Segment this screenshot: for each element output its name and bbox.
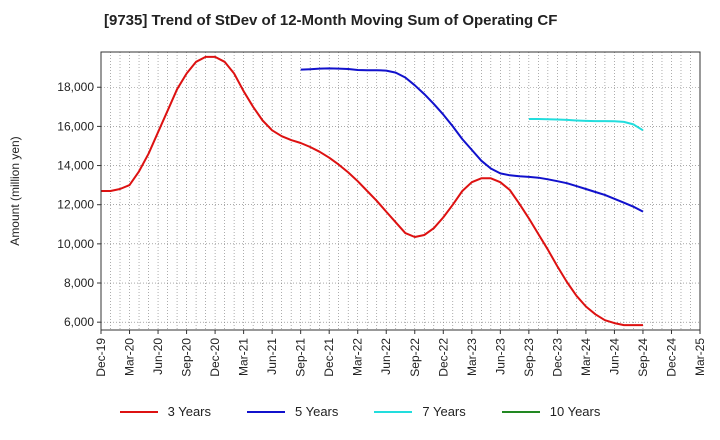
- series-lines: [101, 55, 644, 327]
- x-tick-label: Sep-23: [522, 338, 536, 377]
- x-tick-label: Dec-20: [208, 338, 222, 377]
- y-tick-label: 8,000: [64, 276, 94, 290]
- legend-item: 7 Years: [374, 404, 466, 419]
- x-tick-label: Jun-21: [265, 338, 279, 375]
- legend-swatch: [247, 410, 285, 413]
- legend-item: 3 Years: [119, 404, 211, 419]
- x-tick-label: Jun-22: [379, 338, 393, 375]
- y-tick-label: 12,000: [57, 198, 94, 212]
- y-tick-label: 6,000: [64, 315, 94, 329]
- legend-label: 5 Years: [295, 404, 339, 419]
- plot-frame: [100, 51, 701, 331]
- x-tick-label: Sep-24: [636, 338, 650, 377]
- legend-item: 10 Years: [501, 404, 601, 419]
- y-tick-label: 18,000: [57, 80, 94, 94]
- grid: [100, 52, 701, 330]
- x-tick-label: Dec-19: [94, 338, 108, 377]
- x-tick-label: Mar-22: [351, 338, 365, 376]
- y-tick-label: 16,000: [57, 119, 94, 133]
- axes: 6,000 8,000 10,000 12,000 14,000 16,000 18,000…: [57, 51, 707, 377]
- chart-title: [9735] Trend of StDev of 12-Month Moving…: [104, 12, 558, 29]
- x-tick-label: Mar-20: [123, 338, 137, 376]
- series-line-7-years: [528, 118, 644, 132]
- x-tick-label: Sep-20: [180, 338, 194, 377]
- x-tick-label: Sep-21: [294, 338, 308, 377]
- x-tick-label: Mar-25: [693, 338, 707, 376]
- x-tick-label: Dec-24: [664, 338, 678, 377]
- series-line-3-years: [101, 55, 643, 327]
- x-tick-label: Dec-21: [322, 338, 336, 377]
- x-tick-label: Sep-22: [408, 338, 422, 377]
- legend-item: 5 Years: [247, 404, 338, 419]
- legend-label: 10 Years: [549, 404, 601, 419]
- legend-swatch: [374, 410, 413, 413]
- x-tick-label: Dec-23: [550, 338, 564, 377]
- y-tick-label: 14,000: [57, 159, 94, 173]
- x-tick-label: Jun-20: [151, 338, 165, 375]
- y-axis-label: Amount (million yen): [8, 136, 22, 245]
- legend-label: 7 Years: [422, 404, 466, 419]
- x-tick-label: Dec-22: [436, 338, 450, 377]
- x-tick-label: Mar-24: [579, 338, 593, 376]
- series-line-5-years: [300, 67, 644, 213]
- legend-label: 3 Years: [167, 404, 211, 419]
- x-tick-label: Jun-24: [607, 338, 621, 375]
- x-tick-label: Mar-23: [465, 338, 479, 376]
- x-tick-label: Mar-21: [237, 338, 251, 376]
- y-tick-label: 10,000: [57, 237, 94, 251]
- legend: 3 Years 5 Years 7 Years 10 Years: [0, 404, 720, 419]
- legend-swatch: [119, 410, 158, 413]
- legend-swatch: [501, 410, 540, 413]
- x-tick-label: Jun-23: [493, 338, 507, 375]
